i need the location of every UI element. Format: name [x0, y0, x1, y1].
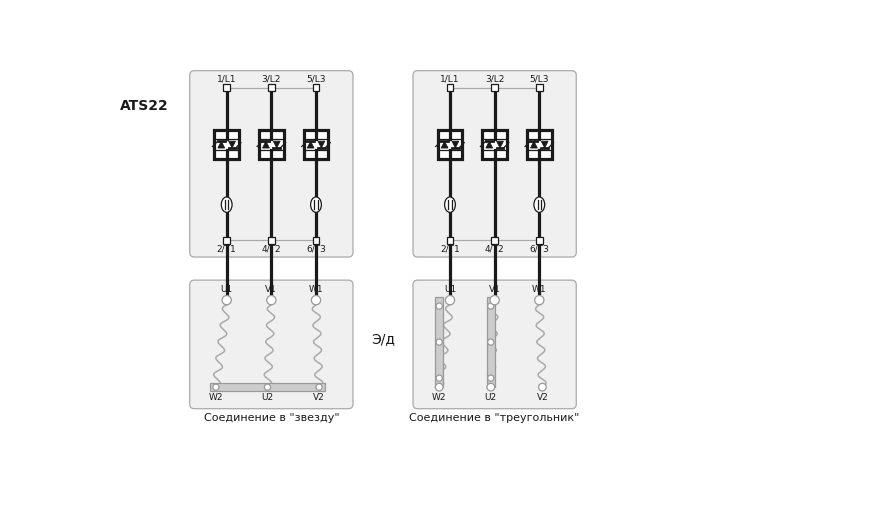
Text: 1/L1: 1/L1 [440, 74, 460, 83]
Bar [435, 297, 444, 387]
Text: 6/T3: 6/T3 [529, 245, 549, 254]
Bar [491, 237, 498, 244]
Polygon shape [542, 141, 548, 148]
Bar [446, 237, 453, 244]
Bar [259, 130, 283, 159]
Bar [487, 297, 495, 387]
Bar [210, 383, 325, 391]
Text: 4/T2: 4/T2 [262, 245, 281, 254]
Text: 2/T1: 2/T1 [217, 245, 236, 254]
Text: Э/д: Э/д [371, 332, 395, 346]
Text: U2: U2 [485, 393, 497, 402]
Text: 4/T2: 4/T2 [485, 245, 505, 254]
Polygon shape [307, 141, 314, 148]
Circle shape [539, 383, 546, 391]
Text: W1: W1 [532, 285, 547, 294]
Text: V2: V2 [313, 393, 325, 402]
Ellipse shape [310, 197, 322, 212]
Text: U1: U1 [444, 285, 456, 294]
Bar [303, 130, 329, 159]
Bar [535, 84, 542, 91]
Text: W1: W1 [309, 285, 324, 294]
FancyBboxPatch shape [413, 71, 576, 257]
Circle shape [535, 295, 544, 305]
Polygon shape [496, 141, 503, 148]
FancyBboxPatch shape [190, 71, 353, 257]
Text: V1: V1 [265, 285, 277, 294]
Text: 6/T3: 6/T3 [306, 245, 326, 254]
Ellipse shape [221, 197, 232, 212]
Bar [527, 130, 552, 159]
Bar [312, 84, 319, 91]
Polygon shape [262, 141, 269, 148]
FancyBboxPatch shape [190, 280, 353, 409]
Text: V1: V1 [488, 285, 501, 294]
Circle shape [311, 295, 321, 305]
Circle shape [267, 295, 276, 305]
Text: 3/L2: 3/L2 [485, 74, 504, 83]
Bar [535, 237, 542, 244]
Ellipse shape [534, 197, 545, 212]
Circle shape [316, 384, 322, 390]
Polygon shape [273, 141, 280, 148]
Ellipse shape [445, 197, 455, 212]
Text: 1/L1: 1/L1 [217, 74, 236, 83]
Polygon shape [530, 141, 537, 148]
Bar [215, 130, 239, 159]
Circle shape [490, 295, 500, 305]
Polygon shape [228, 141, 235, 148]
Text: W2: W2 [208, 393, 223, 402]
Bar [491, 84, 498, 91]
Circle shape [264, 384, 270, 390]
Circle shape [446, 295, 454, 305]
Text: Соединение в "треугольник": Соединение в "треугольник" [410, 413, 580, 423]
Circle shape [487, 339, 494, 345]
Bar [482, 130, 507, 159]
Polygon shape [318, 141, 325, 148]
Circle shape [436, 339, 442, 345]
Polygon shape [218, 141, 225, 148]
Bar [223, 84, 230, 91]
Circle shape [435, 383, 443, 391]
Text: Соединение в "звезду": Соединение в "звезду" [203, 413, 339, 423]
Bar [312, 237, 319, 244]
Text: 5/L3: 5/L3 [306, 74, 326, 83]
Circle shape [487, 375, 494, 381]
Polygon shape [452, 141, 459, 148]
FancyBboxPatch shape [413, 280, 576, 409]
Bar [223, 237, 230, 244]
Circle shape [487, 303, 494, 309]
Circle shape [213, 384, 219, 390]
Polygon shape [441, 141, 448, 148]
Circle shape [436, 375, 442, 381]
Text: U1: U1 [221, 285, 233, 294]
Text: V2: V2 [536, 393, 548, 402]
Circle shape [222, 295, 231, 305]
Text: 5/L3: 5/L3 [529, 74, 549, 83]
Text: 2/T1: 2/T1 [440, 245, 460, 254]
Bar [268, 237, 275, 244]
Bar [438, 130, 462, 159]
Text: W2: W2 [432, 393, 446, 402]
Text: ATS22: ATS22 [120, 99, 169, 113]
Circle shape [436, 303, 442, 309]
Text: 3/L2: 3/L2 [262, 74, 281, 83]
Bar [446, 84, 453, 91]
Polygon shape [486, 141, 493, 148]
Circle shape [487, 383, 494, 391]
Bar [268, 84, 275, 91]
Text: U2: U2 [262, 393, 274, 402]
